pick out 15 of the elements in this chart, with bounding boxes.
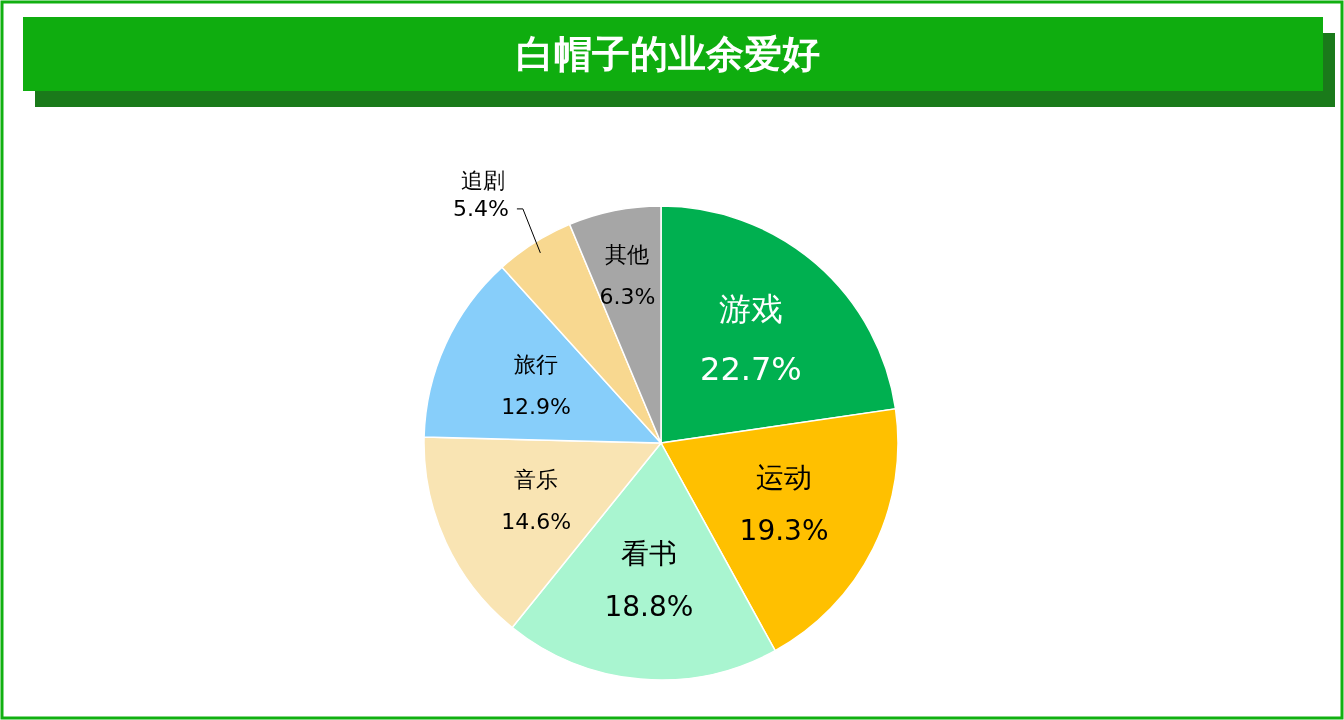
slice-label: 音乐 (514, 467, 559, 493)
data-label: 22.7% (700, 350, 802, 389)
data-label: 12.9% (501, 394, 572, 420)
data-label: 6.3% (599, 284, 656, 310)
data-label: 18.8% (604, 590, 694, 624)
data-label: 19.3% (739, 514, 829, 548)
data-label: 14.6% (501, 509, 572, 535)
data-label: 5.4% (452, 196, 509, 222)
slice-label: 追剧 (460, 168, 505, 194)
slice-label: 运动 (756, 461, 813, 495)
chart-title: 白帽子的业余爱好 (516, 32, 820, 76)
slice-label: 旅行 (514, 352, 559, 378)
slice-label: 游戏 (718, 289, 783, 328)
slice-label: 其他 (605, 242, 650, 268)
slice-label: 看书 (620, 536, 677, 570)
